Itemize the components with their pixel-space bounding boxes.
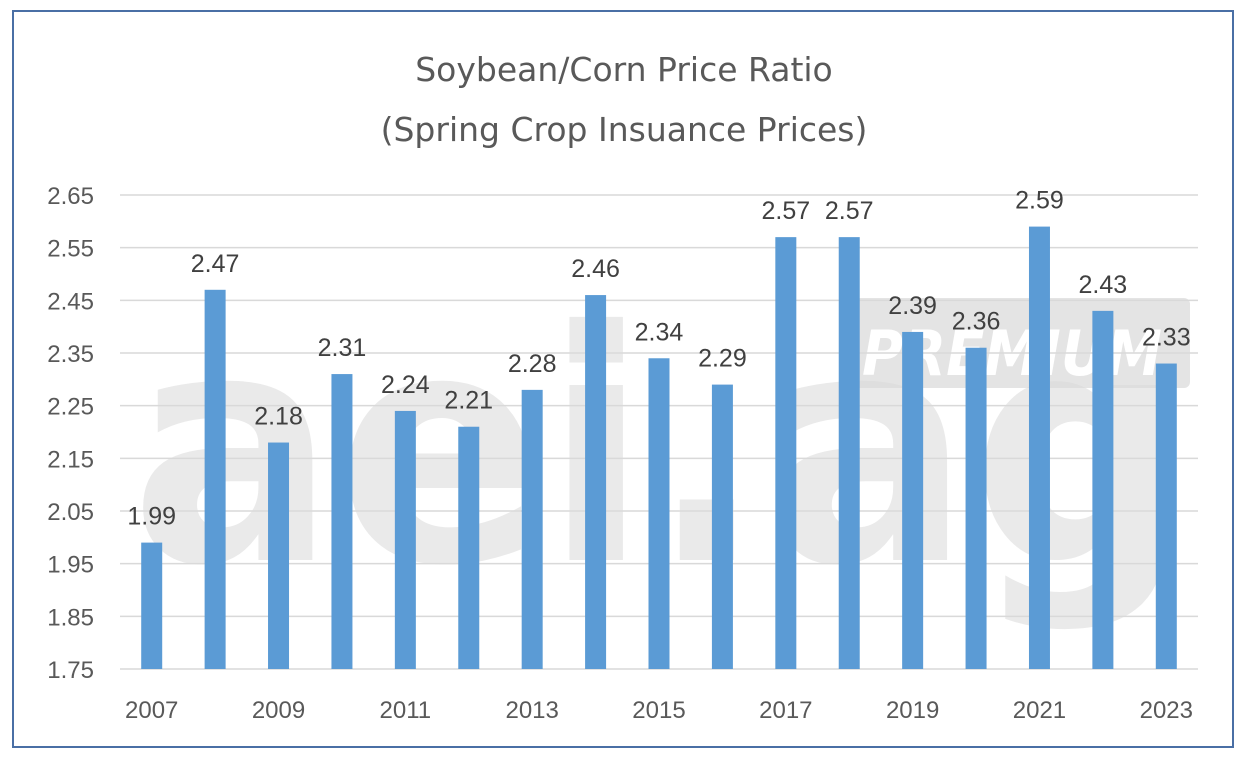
data-label-2014: 2.46: [571, 255, 620, 283]
bar-2020: [965, 347, 987, 669]
data-label-2017: 2.57: [761, 197, 810, 225]
chart-subtitle: (Spring Crop Insuance Prices): [380, 110, 868, 149]
x-tick-label: 2023: [1140, 697, 1193, 724]
x-tick-label: 2019: [886, 697, 939, 724]
y-tick-label: 1.85: [47, 604, 94, 631]
data-label-2019: 2.39: [888, 292, 937, 320]
bar-2016: [711, 384, 733, 669]
data-label-2016: 2.29: [698, 345, 747, 373]
data-label-2011: 2.24: [381, 371, 430, 399]
x-tick-label: 2015: [632, 697, 685, 724]
x-tick-label: 2007: [125, 697, 178, 724]
data-label-2012: 2.21: [444, 387, 493, 415]
y-tick-label: 2.35: [47, 341, 94, 368]
bar-2022: [1092, 310, 1114, 669]
data-label-2008: 2.47: [191, 250, 240, 278]
bar-2018: [838, 237, 860, 669]
data-label-2018: 2.57: [825, 197, 874, 225]
bars: [141, 226, 1177, 669]
bar-2012: [458, 426, 480, 669]
bar-2009: [268, 442, 290, 669]
y-tick-label: 2.05: [47, 499, 94, 526]
bar-2011: [394, 410, 416, 669]
bar-2015: [648, 358, 670, 669]
y-tick-label: 2.65: [47, 183, 94, 210]
x-tick-label: 2021: [1013, 697, 1066, 724]
x-axis: 2007 2009 2011 2013 2015 2017 2019 2021 2023: [125, 697, 1193, 724]
data-label-2022: 2.43: [1079, 271, 1128, 299]
bar-2013: [521, 389, 543, 669]
bar-2008: [204, 289, 226, 669]
data-label-2010: 2.31: [318, 334, 367, 362]
x-tick-label: 2011: [380, 697, 432, 724]
data-label-2020: 2.36: [952, 308, 1001, 336]
bar-2014: [585, 295, 607, 669]
bar-2010: [331, 374, 353, 669]
y-axis: 1.75 1.85 1.95 2.05 2.15 2.25 2.35 2.45 2.55 2.65: [47, 183, 94, 684]
chart-title: Soybean/Corn Price Ratio: [415, 50, 833, 89]
bar-2007: [141, 542, 163, 669]
y-tick-label: 1.75: [47, 657, 94, 684]
data-labels: 1.99 2.47 2.18 2.31 2.24 2.21 2.28 2.46 2.34 2.29…: [127, 187, 1190, 531]
x-tick-label: 2017: [759, 697, 812, 724]
bar-2017: [775, 237, 797, 669]
y-tick-label: 2.25: [47, 394, 94, 421]
data-label-2021: 2.59: [1015, 187, 1064, 215]
x-tick-label: 2013: [505, 697, 558, 724]
data-label-2007: 1.99: [127, 503, 176, 531]
data-label-2009: 2.18: [254, 403, 303, 431]
x-tick-label: 2009: [252, 697, 305, 724]
y-tick-label: 2.15: [47, 446, 94, 473]
bar-2021: [1028, 226, 1050, 669]
data-label-2013: 2.28: [508, 350, 557, 378]
data-label-2015: 2.34: [635, 318, 684, 346]
y-tick-label: 2.55: [47, 236, 94, 263]
data-label-2023: 2.33: [1142, 324, 1191, 352]
bar-2023: [1155, 363, 1177, 669]
bar-2019: [902, 331, 924, 669]
y-tick-label: 1.95: [47, 552, 94, 579]
y-tick-label: 2.45: [47, 288, 94, 315]
